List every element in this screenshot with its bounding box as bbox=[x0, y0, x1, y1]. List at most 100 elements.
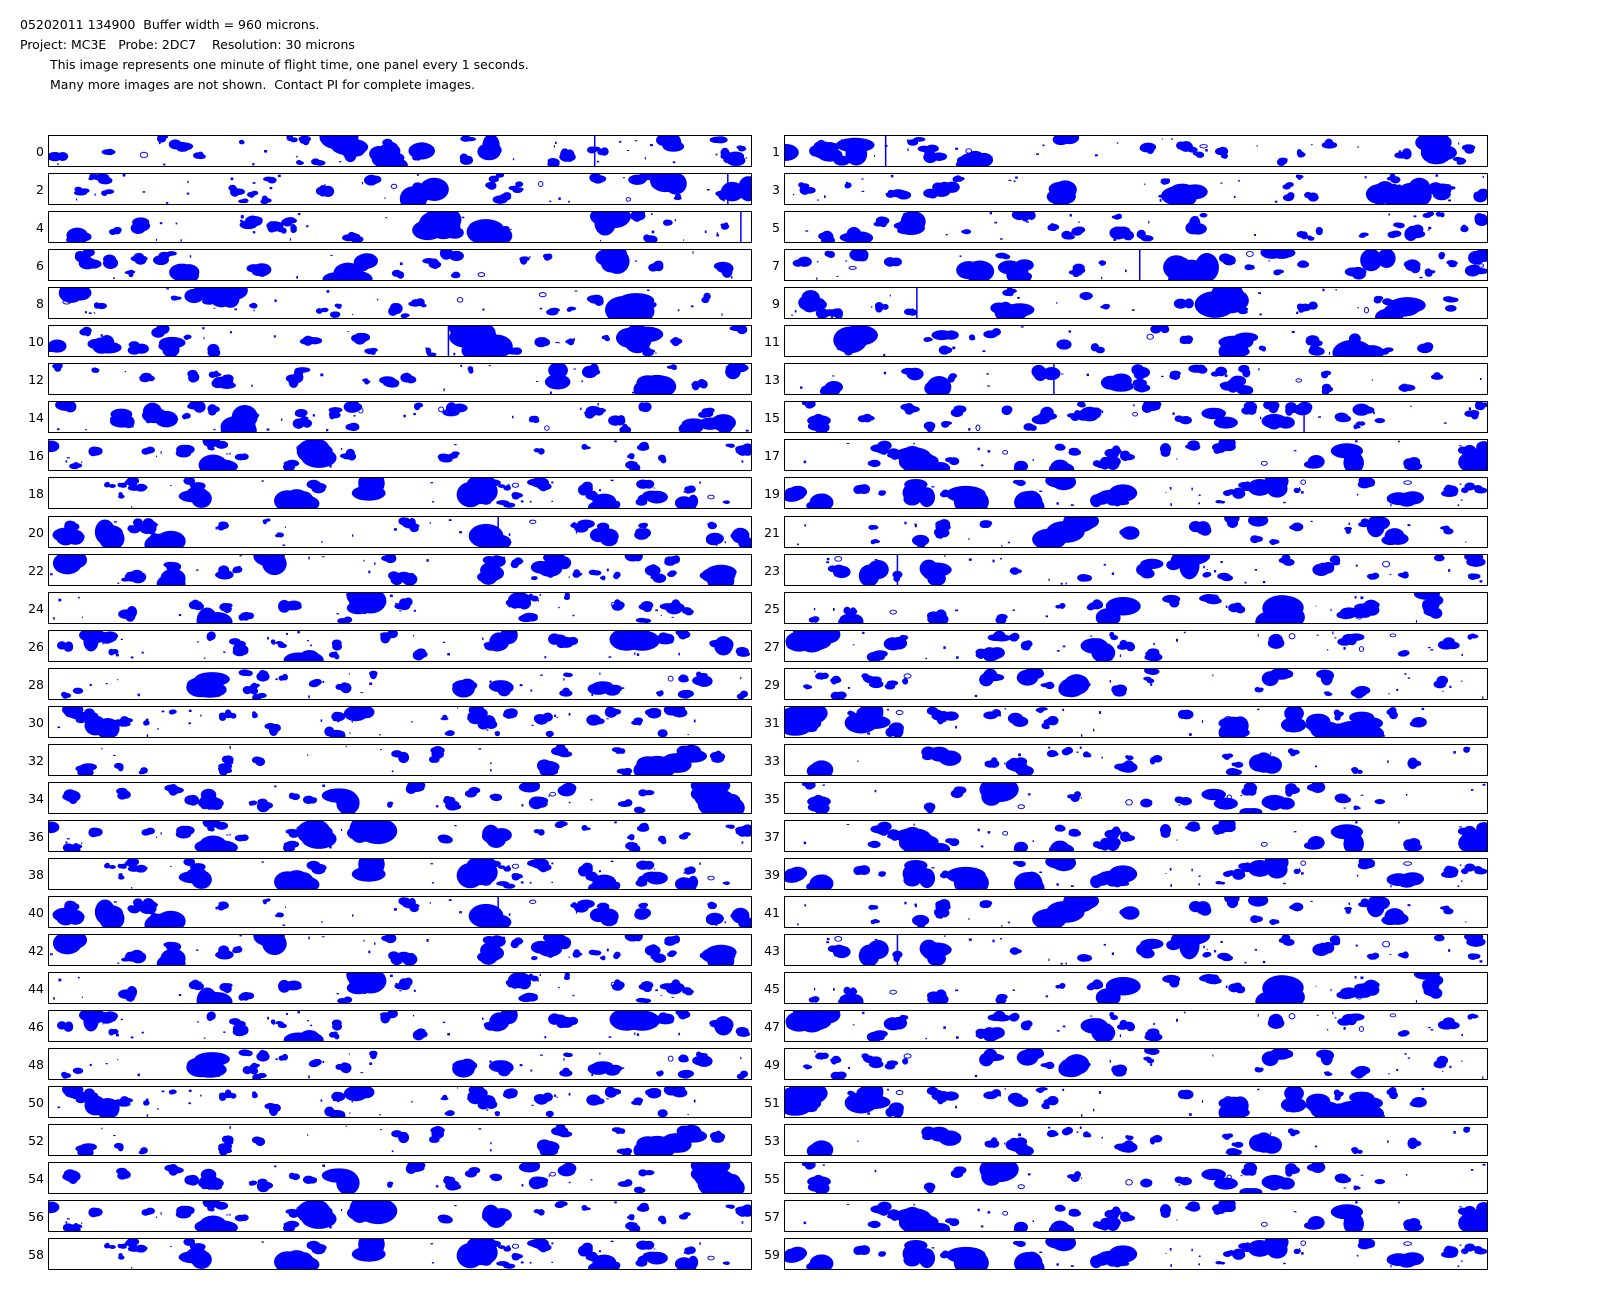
particle-speck bbox=[203, 337, 205, 340]
particle-blob bbox=[64, 641, 74, 651]
particle-speck bbox=[1109, 1060, 1111, 1063]
particle-speck bbox=[914, 523, 917, 525]
particle-speck bbox=[70, 715, 73, 718]
particle-image-strip bbox=[784, 857, 1488, 890]
particle-speck bbox=[1314, 765, 1318, 768]
particle-blob bbox=[120, 483, 127, 487]
particle-blob bbox=[105, 482, 110, 488]
particle-blob bbox=[1059, 984, 1065, 989]
particle-speck bbox=[1460, 680, 1463, 682]
particle-blob bbox=[1360, 517, 1369, 525]
particle-speck bbox=[261, 556, 264, 559]
particle-blob bbox=[381, 1014, 390, 1024]
particle-shadow-image bbox=[791, 288, 1459, 319]
particle-blob bbox=[816, 493, 830, 504]
particle-blob bbox=[262, 518, 268, 523]
particle-blob bbox=[1463, 457, 1476, 464]
panel-label: 0 bbox=[36, 144, 44, 159]
particle-speck bbox=[1244, 961, 1247, 964]
particle-speck bbox=[1458, 142, 1460, 145]
particle-speck bbox=[306, 225, 309, 228]
particle-shadow-image bbox=[49, 136, 748, 166]
particle-speck bbox=[448, 518, 452, 521]
particle-blob bbox=[477, 570, 500, 583]
particle-blob bbox=[541, 767, 559, 775]
particle-blob bbox=[82, 250, 95, 257]
particle-speck bbox=[1220, 182, 1223, 184]
particle-speck bbox=[614, 821, 617, 824]
particle-speck bbox=[1431, 138, 1434, 141]
particle-speck bbox=[1048, 417, 1051, 420]
particle-blob bbox=[1474, 487, 1487, 494]
particle-blob bbox=[329, 412, 341, 419]
particle-blob bbox=[412, 649, 425, 661]
particle-blob bbox=[1146, 1049, 1160, 1056]
particle-speck bbox=[454, 824, 457, 827]
particle-blob bbox=[873, 919, 881, 924]
particle-blob bbox=[644, 564, 661, 576]
particle-blob bbox=[1426, 212, 1435, 217]
particle-speck bbox=[308, 1075, 310, 1079]
particle-blob bbox=[1091, 1022, 1116, 1042]
particle-speck bbox=[558, 986, 560, 989]
particle-blob bbox=[331, 1019, 342, 1028]
particle-blob bbox=[802, 186, 816, 194]
particle-blob bbox=[677, 1011, 691, 1019]
particle-shadow-image bbox=[52, 516, 751, 547]
particle-speck bbox=[66, 838, 70, 840]
particle-blob bbox=[1213, 416, 1238, 429]
particle-shadow-image bbox=[73, 174, 751, 205]
particle-blob bbox=[645, 871, 668, 885]
particle-speck bbox=[943, 1026, 946, 1030]
particle-blob bbox=[1376, 181, 1394, 194]
particle-speck bbox=[834, 955, 836, 957]
particle-speck bbox=[1065, 1064, 1067, 1067]
particle-blob bbox=[1430, 374, 1444, 381]
particle-image-strip bbox=[48, 287, 752, 320]
particle-speck bbox=[1144, 183, 1146, 186]
particle-blob bbox=[979, 901, 989, 909]
particle-speck bbox=[434, 267, 437, 270]
particle-speck bbox=[336, 612, 340, 614]
particle-speck bbox=[870, 306, 873, 308]
particle-streak bbox=[1303, 402, 1305, 433]
particle-blob bbox=[1351, 767, 1359, 774]
particle-blob bbox=[184, 336, 189, 341]
particle-speck bbox=[275, 678, 278, 680]
particle-blob bbox=[902, 863, 924, 884]
particle-speck bbox=[130, 1036, 134, 1039]
particle-speck bbox=[1466, 270, 1470, 273]
particle-blob bbox=[128, 479, 136, 489]
particle-blob bbox=[530, 478, 549, 489]
particle-blob bbox=[634, 529, 649, 540]
particle-blob bbox=[892, 189, 909, 198]
particle-speck bbox=[1415, 619, 1417, 623]
particle-blob bbox=[1297, 151, 1306, 158]
particle-blob bbox=[890, 834, 899, 841]
panel-label: 46 bbox=[28, 1019, 44, 1035]
particle-blob bbox=[1424, 268, 1430, 276]
particle-speck bbox=[1206, 949, 1208, 951]
particle-blob bbox=[1014, 461, 1029, 471]
particle-speck bbox=[417, 174, 419, 176]
particle-speck bbox=[967, 918, 970, 920]
particle-blob bbox=[873, 221, 884, 227]
particle-speck bbox=[539, 593, 541, 596]
particle-blob bbox=[1350, 989, 1369, 999]
particle-blob bbox=[1188, 900, 1203, 913]
particle-speck bbox=[349, 732, 351, 734]
particle-ring bbox=[390, 183, 398, 190]
particle-blob bbox=[1290, 751, 1296, 757]
particle-speck bbox=[692, 251, 694, 254]
particle-blob bbox=[1160, 326, 1170, 334]
particle-speck bbox=[980, 464, 984, 467]
particle-blob bbox=[442, 409, 460, 417]
particle-blob bbox=[278, 599, 291, 613]
particle-blob bbox=[530, 576, 538, 580]
particle-blob bbox=[1232, 488, 1246, 500]
particle-blob bbox=[407, 782, 426, 790]
particle-speck bbox=[846, 823, 850, 825]
particle-blob bbox=[128, 272, 134, 278]
particle-speck bbox=[1014, 276, 1017, 279]
particle-blob bbox=[1270, 1049, 1292, 1060]
